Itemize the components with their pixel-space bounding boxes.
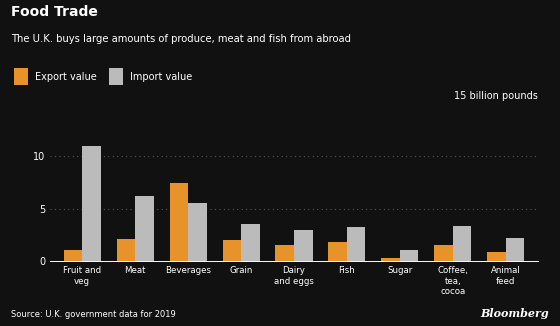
Bar <box>241 224 260 261</box>
Bar <box>82 146 101 261</box>
Bar <box>170 183 188 261</box>
Text: Export value: Export value <box>35 72 96 82</box>
Text: Food Trade: Food Trade <box>11 5 98 19</box>
Bar <box>435 245 453 261</box>
Bar <box>135 196 153 261</box>
Text: Bloomberg: Bloomberg <box>480 308 549 319</box>
Bar <box>506 238 524 261</box>
Bar <box>64 250 82 261</box>
Bar <box>328 242 347 261</box>
Bar <box>347 228 366 261</box>
Bar <box>276 245 294 261</box>
Bar <box>294 230 312 261</box>
Bar <box>381 258 400 261</box>
Bar <box>487 252 506 261</box>
Text: The U.K. buys large amounts of produce, meat and fish from abroad: The U.K. buys large amounts of produce, … <box>11 34 351 44</box>
Bar <box>188 203 207 261</box>
Text: Source: U.K. government data for 2019: Source: U.K. government data for 2019 <box>11 310 176 319</box>
Text: 15 billion pounds: 15 billion pounds <box>454 91 538 101</box>
Bar <box>222 240 241 261</box>
Text: Import value: Import value <box>130 72 192 82</box>
Bar <box>400 250 418 261</box>
Bar <box>453 226 472 261</box>
Bar <box>116 239 135 261</box>
